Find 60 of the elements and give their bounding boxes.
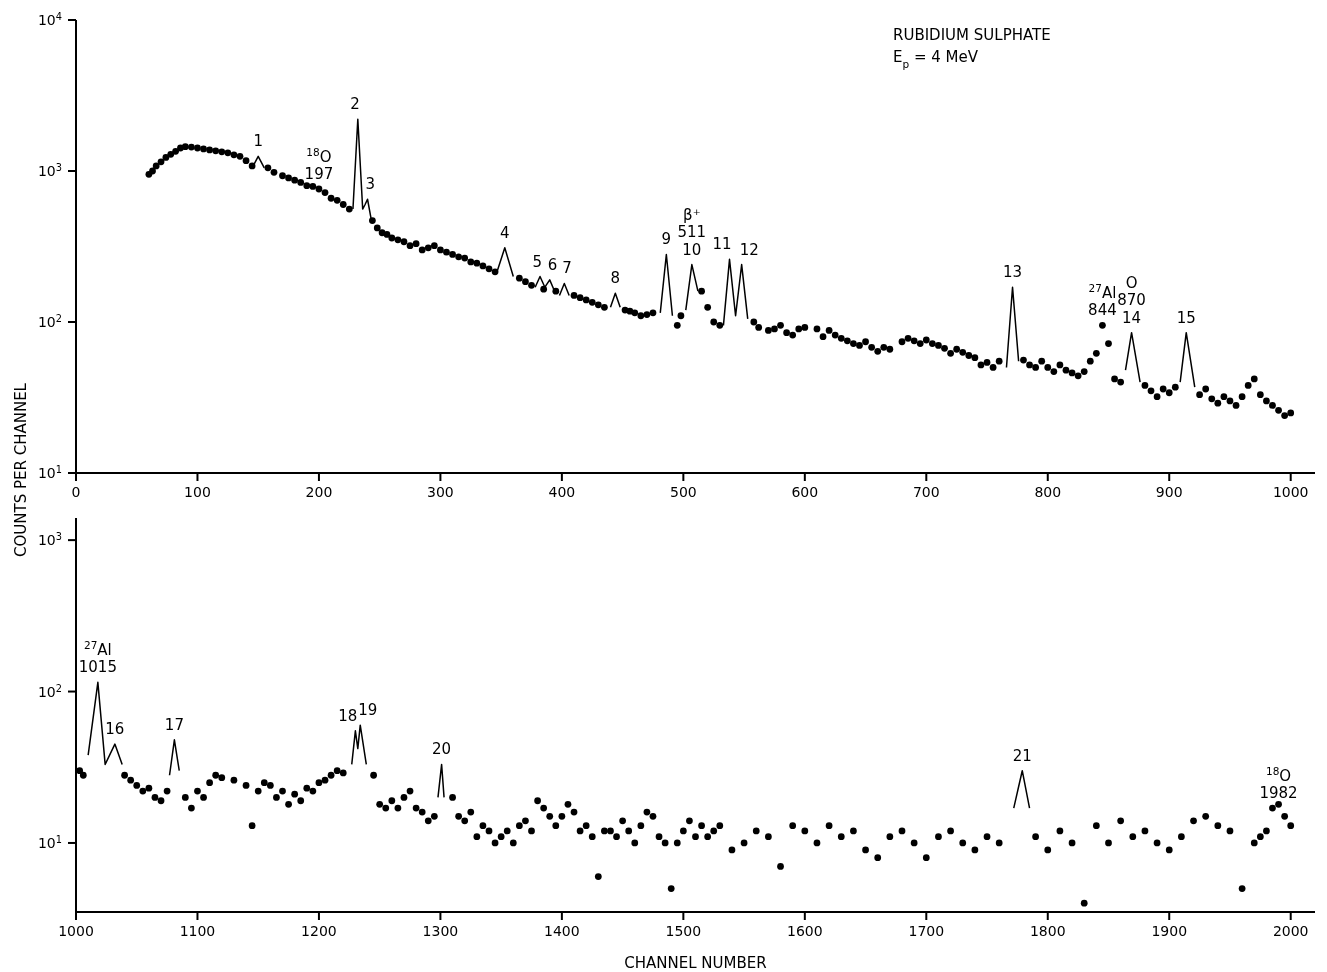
x-tick-label: 1200 xyxy=(301,923,337,939)
x-tick-label: 1500 xyxy=(665,923,702,939)
y-axis-title: COUNTS PER CHANNEL xyxy=(12,382,30,557)
y-tick-label: 10$^{1}$ xyxy=(37,463,62,481)
x-tick-label: 1000 xyxy=(58,923,94,939)
annotation: $^{27}$Al 844 xyxy=(1088,282,1117,320)
y-tick-label: 10$^{1}$ xyxy=(37,833,62,851)
annotation: 1 xyxy=(253,132,263,151)
annotation: 9 xyxy=(661,230,672,249)
x-tick-label: 1300 xyxy=(422,923,459,939)
x-tick-label: 600 xyxy=(791,484,819,500)
annotation: 13 xyxy=(1002,263,1023,282)
annotation: 18 xyxy=(338,706,358,725)
annotation: 2 xyxy=(350,95,360,114)
x-tick-label: 1600 xyxy=(787,923,823,939)
annotation: β⁺ 511 xyxy=(677,205,707,241)
annotation: $^{18}$O 197 xyxy=(304,146,334,183)
annotation: 17 xyxy=(164,715,184,734)
chart-title: RUBIDIUM SULPHATE xyxy=(893,26,1051,44)
x-tick-label: 500 xyxy=(669,484,697,500)
annotation: 5 xyxy=(532,252,543,271)
annotation: $^{18}$O 1982 xyxy=(1259,765,1298,803)
x-tick-label: 1000 xyxy=(1272,484,1309,500)
y-tick-label: 10$^{2}$ xyxy=(37,312,62,330)
y-tick-label: 10$^{3}$ xyxy=(37,530,62,549)
x-tick-label: 1800 xyxy=(1029,923,1066,939)
x-tick-label: 100 xyxy=(184,484,211,500)
annotation: $^{27}$Al 1015 xyxy=(78,639,117,677)
x-tick-label: 0 xyxy=(71,484,81,500)
y-tick-label: 10$^{2}$ xyxy=(37,682,62,700)
annotation: 15 xyxy=(1176,308,1196,327)
x-tick-label: 300 xyxy=(427,484,454,500)
x-tick-label: 2000 xyxy=(1272,923,1309,939)
text: E$_{p}$ = 4 MeV xyxy=(893,48,979,70)
annotation: 20 xyxy=(432,740,452,759)
annotation: 19 xyxy=(358,701,378,720)
y-tick-label: 10$^{3}$ xyxy=(37,161,62,179)
annotation: O 870 xyxy=(1117,273,1146,309)
annotation: 4 xyxy=(500,223,510,242)
annotation: 12 xyxy=(739,240,759,259)
annotation: 21 xyxy=(1012,746,1032,765)
x-tick-label: 900 xyxy=(1155,484,1183,500)
x-tick-label: 1900 xyxy=(1151,923,1188,939)
x-tick-label: 700 xyxy=(912,484,940,500)
x-tick-label: 1100 xyxy=(179,923,216,939)
annotation: 6 xyxy=(547,255,558,274)
x-tick-label: 200 xyxy=(305,484,333,500)
annotation: 3 xyxy=(365,175,376,194)
annotation: 10 xyxy=(682,240,702,259)
annotation: 11 xyxy=(712,235,732,254)
annotation: 8 xyxy=(610,269,621,288)
x-tick-label: 800 xyxy=(1034,484,1062,500)
x-tick-label: 1400 xyxy=(544,923,580,939)
y-tick-label: 10$^{4}$ xyxy=(37,10,62,28)
annotation: 7 xyxy=(562,259,572,278)
x-axis-title: CHANNEL NUMBER xyxy=(624,954,767,972)
x-tick-label: 400 xyxy=(548,484,576,500)
annotation: 14 xyxy=(1122,308,1142,327)
x-tick-label: 1700 xyxy=(908,923,945,939)
annotation: 16 xyxy=(105,720,125,739)
